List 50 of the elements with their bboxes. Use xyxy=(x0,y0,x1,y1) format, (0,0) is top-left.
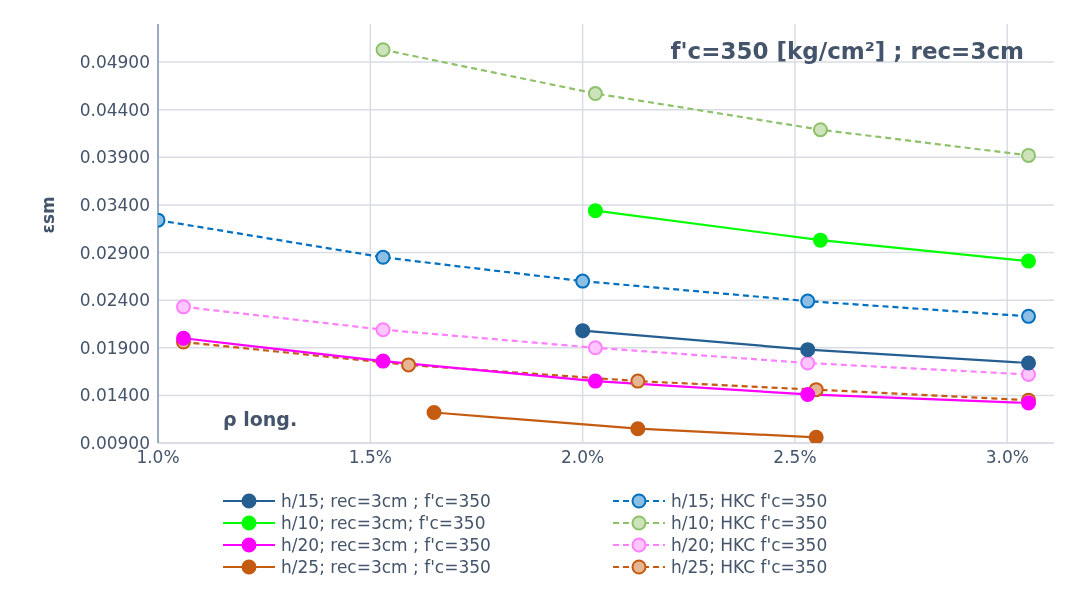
point xyxy=(575,323,591,339)
y-axis-title: εsm xyxy=(38,196,59,234)
legend-label: h/25; rec=3cm ; f'c=350 xyxy=(281,557,491,577)
point xyxy=(375,353,391,369)
point xyxy=(575,273,591,289)
point xyxy=(1021,355,1037,371)
legend-label: h/20; HKC f'c=350 xyxy=(671,535,828,555)
point xyxy=(175,330,191,346)
text: f'c=350 [kg/cm²] ; rec=3cm xyxy=(670,38,1024,64)
point xyxy=(401,357,417,373)
point xyxy=(630,373,646,389)
point xyxy=(812,232,828,248)
point xyxy=(375,42,391,58)
point xyxy=(630,421,646,437)
x-tick-label: 3.0% xyxy=(985,447,1029,468)
point xyxy=(426,405,442,421)
point xyxy=(587,373,603,389)
legend-label: h/15; HKC f'c=350 xyxy=(671,491,828,511)
y-tick-label: 0.01900 xyxy=(79,337,150,358)
y-tick-label: 0.01400 xyxy=(79,385,150,406)
point xyxy=(1021,308,1037,324)
point xyxy=(375,322,391,338)
y-tick-label: 0.03900 xyxy=(79,147,150,168)
point xyxy=(812,122,828,138)
x-tick-label: 1.5% xyxy=(348,447,392,468)
legend-label: h/25; HKC f'c=350 xyxy=(671,557,828,577)
point xyxy=(587,203,603,219)
x-tick-label: 2.0% xyxy=(561,447,605,468)
point xyxy=(800,355,816,371)
point xyxy=(1021,147,1037,163)
point xyxy=(375,249,391,265)
y-tick-label: 0.03400 xyxy=(79,194,150,215)
x-tick-label: 2.5% xyxy=(773,447,817,468)
y-tick-label: 0.02400 xyxy=(79,290,150,311)
point xyxy=(1021,253,1037,269)
point xyxy=(587,86,603,102)
x-axis-title: ρ long. xyxy=(223,408,298,430)
point xyxy=(808,429,824,443)
y-tick-label: 0.02900 xyxy=(79,242,150,263)
point xyxy=(800,386,816,402)
legend-label: h/20; rec=3cm ; f'c=350 xyxy=(281,535,491,555)
y-tick-label: 0.04900 xyxy=(79,52,150,73)
point xyxy=(800,293,816,309)
point xyxy=(587,340,603,356)
legend-label: h/15; rec=3cm ; f'c=350 xyxy=(281,491,491,511)
legend-label: h/10; HKC f'c=350 xyxy=(671,513,828,533)
legend-label: h/10; rec=3cm; f'c=350 xyxy=(281,513,486,533)
point xyxy=(800,342,816,358)
y-tick-label: 0.04400 xyxy=(79,99,150,120)
point xyxy=(175,299,191,315)
